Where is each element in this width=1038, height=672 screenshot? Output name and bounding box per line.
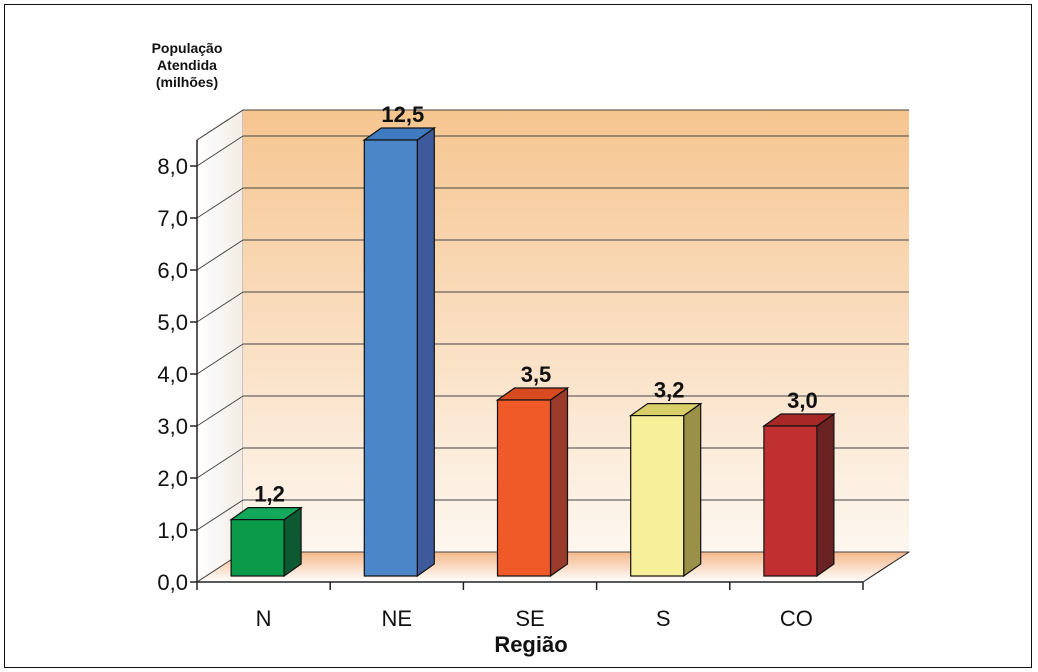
gridline-side	[196, 187, 244, 219]
gridline-side	[196, 291, 244, 323]
x-category-label: N	[256, 606, 272, 631]
bar	[630, 415, 685, 577]
y-axis-ticks: 0,0 1,0 2,0 3,0 4,0 5,0 6,0 7,0 8,0	[157, 154, 197, 595]
bars: 1,2 12,5 3,5 3,2 3,0	[229, 102, 836, 578]
gridline-side	[196, 135, 244, 167]
y-tick-label: 3,0	[157, 414, 188, 439]
gridline-side	[196, 395, 244, 427]
x-axis-categories: N NE SE S CO	[196, 582, 864, 631]
bar-side	[416, 126, 435, 578]
x-category-label: NE	[382, 606, 413, 631]
y-tick-label: 7,0	[157, 206, 188, 231]
gridline-side	[196, 239, 244, 271]
gridline-side	[196, 447, 244, 479]
y-tick-label: 2,0	[157, 466, 188, 491]
bar	[496, 399, 552, 577]
data-label: 3,5	[521, 362, 552, 387]
data-label: 12,5	[381, 102, 424, 127]
y-tick-label: 5,0	[157, 310, 188, 335]
bar-side	[683, 402, 702, 578]
data-label: 3,0	[787, 388, 818, 413]
y-tick-label: 6,0	[157, 258, 188, 283]
x-category-label: CO	[780, 606, 813, 631]
bar-side	[549, 386, 569, 578]
bar	[230, 518, 285, 577]
y-axis-label-line-1: População	[152, 40, 223, 56]
gridline-side	[196, 109, 244, 141]
gridline-side	[196, 499, 244, 531]
x-category-label: S	[656, 606, 671, 631]
y-tick-label: 1,0	[157, 518, 188, 543]
gridline-side	[196, 343, 244, 375]
data-label: 1,2	[254, 482, 285, 507]
data-label: 3,2	[654, 378, 685, 403]
y-tick-label: 4,0	[157, 362, 188, 387]
bar-side	[816, 412, 835, 578]
y-axis-label-line-2: Atendida	[157, 57, 217, 73]
x-category-label: SE	[515, 606, 544, 631]
chart-frame	[4, 4, 1032, 668]
bar	[363, 139, 418, 577]
plot-area	[195, 109, 911, 583]
floor-edge	[862, 551, 910, 583]
bar	[763, 425, 818, 577]
y-tick-label: 8,0	[157, 154, 188, 179]
y-tick-label: 0,0	[157, 570, 188, 595]
y-axis-label-line-3: (milhões)	[156, 74, 218, 90]
left-wall	[196, 109, 244, 583]
x-axis-label: Região	[494, 632, 567, 657]
